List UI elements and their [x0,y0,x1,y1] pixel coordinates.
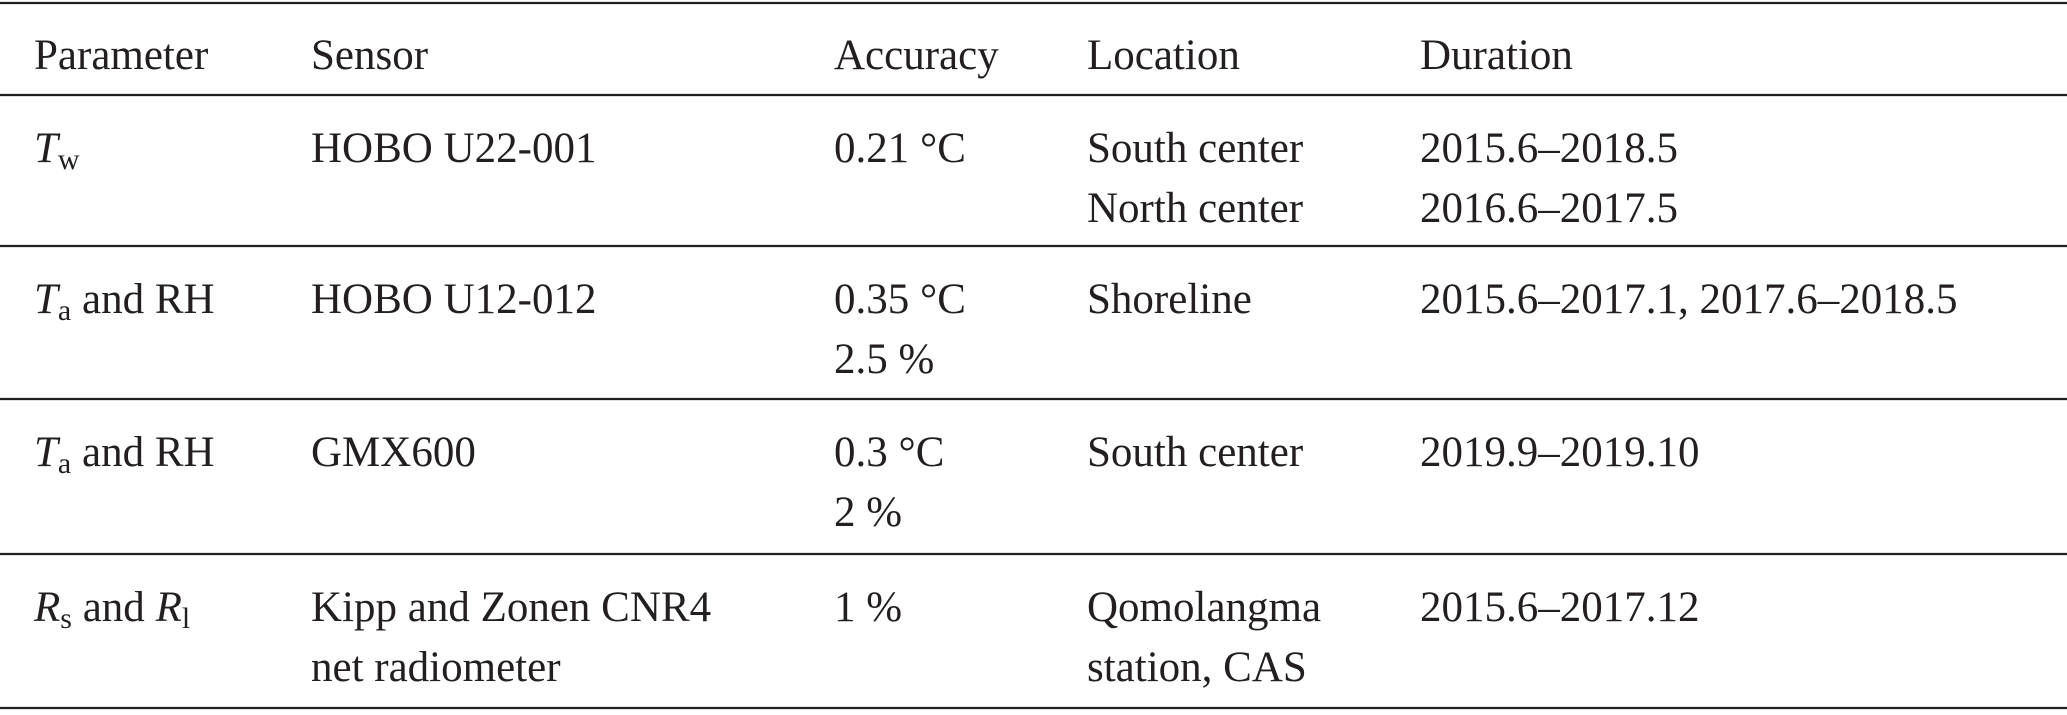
parameter-part: a [58,447,71,480]
duration-cell: 2015.6–2017.1, 2017.6–2018.5 [1420,276,1958,323]
parameter-part: T [34,276,61,323]
accuracy-cell: 0.21 °C [834,125,966,172]
parameter-part: w [58,143,80,176]
parameter-cell: Ta and RH [34,276,215,327]
accuracy-cell: 2.5 % [834,336,934,383]
duration-cell: 2019.9–2019.10 [1420,429,1700,476]
sensor-cell: Kipp and Zonen CNR4 [311,584,711,631]
accuracy-cell: 2 % [834,489,902,536]
accuracy-cell: 0.35 °C [834,276,966,323]
parameter-part: T [34,125,61,172]
location-cell: Qomolangma [1087,584,1321,631]
location-cell: South center [1087,429,1303,476]
parameter-part: R [155,584,182,631]
accuracy-cell: 0.3 °C [834,429,944,476]
sensor-cell: HOBO U22-001 [311,125,596,172]
parameter-cell: Tw [34,125,80,176]
parameter-part: T [34,429,61,476]
location-cell: Shoreline [1087,276,1252,323]
header-cell: Parameter [34,32,208,79]
parameter-part: a [58,294,71,327]
sensor-cell: GMX600 [311,429,476,476]
duration-cell: 2015.6–2018.5 [1420,125,1678,172]
header-cell: Sensor [311,32,428,79]
parameter-cell: Ta and RH [34,429,215,480]
location-cell: station, CAS [1087,644,1307,691]
location-cell: North center [1087,185,1303,232]
header-cell: Location [1087,32,1240,79]
parameter-part: R [33,584,60,631]
sensor-cell: HOBO U12-012 [311,276,596,323]
parameter-part: l [182,602,190,635]
duration-cell: 2015.6–2017.12 [1420,584,1700,631]
parameter-part: and [72,584,156,631]
parameter-part: and RH [71,429,214,476]
parameter-part: s [60,602,72,635]
parameter-cell: Rs and Rl [33,584,190,635]
duration-cell: 2016.6–2017.5 [1420,185,1678,232]
parameter-part: and RH [71,276,214,323]
header-cell: Accuracy [834,32,999,79]
accuracy-cell: 1 % [834,584,902,631]
sensor-cell: net radiometer [311,644,561,691]
header-cell: Duration [1420,32,1573,79]
location-cell: South center [1087,125,1303,172]
